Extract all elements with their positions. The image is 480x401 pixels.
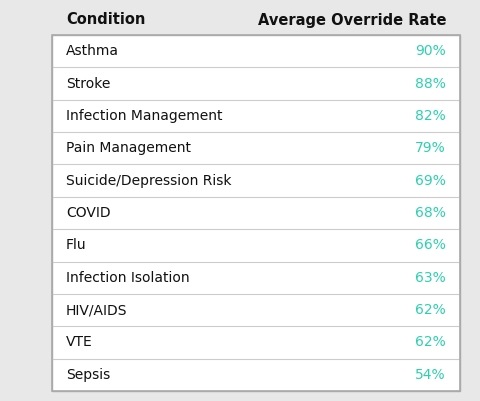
Text: Average Override Rate: Average Override Rate <box>257 12 446 28</box>
Text: 82%: 82% <box>415 109 446 123</box>
Text: VTE: VTE <box>66 336 93 349</box>
Text: Pain Management: Pain Management <box>66 141 191 155</box>
Bar <box>52 35 460 391</box>
Text: COVID: COVID <box>66 206 110 220</box>
Text: 79%: 79% <box>415 141 446 155</box>
Text: 54%: 54% <box>415 368 446 382</box>
Text: Infection Isolation: Infection Isolation <box>66 271 190 285</box>
Text: Stroke: Stroke <box>66 77 110 91</box>
Bar <box>52 35 460 391</box>
Text: Flu: Flu <box>66 238 86 252</box>
Text: 66%: 66% <box>415 238 446 252</box>
Text: 88%: 88% <box>415 77 446 91</box>
Text: 63%: 63% <box>415 271 446 285</box>
Text: Infection Management: Infection Management <box>66 109 223 123</box>
Text: HIV/AIDS: HIV/AIDS <box>66 303 128 317</box>
Text: 90%: 90% <box>415 44 446 58</box>
Text: 62%: 62% <box>415 336 446 349</box>
Text: Sepsis: Sepsis <box>66 368 110 382</box>
Text: Suicide/Depression Risk: Suicide/Depression Risk <box>66 174 231 188</box>
Text: 62%: 62% <box>415 303 446 317</box>
Text: 68%: 68% <box>415 206 446 220</box>
Text: 69%: 69% <box>415 174 446 188</box>
Text: Asthma: Asthma <box>66 44 119 58</box>
Text: Condition: Condition <box>66 12 145 28</box>
